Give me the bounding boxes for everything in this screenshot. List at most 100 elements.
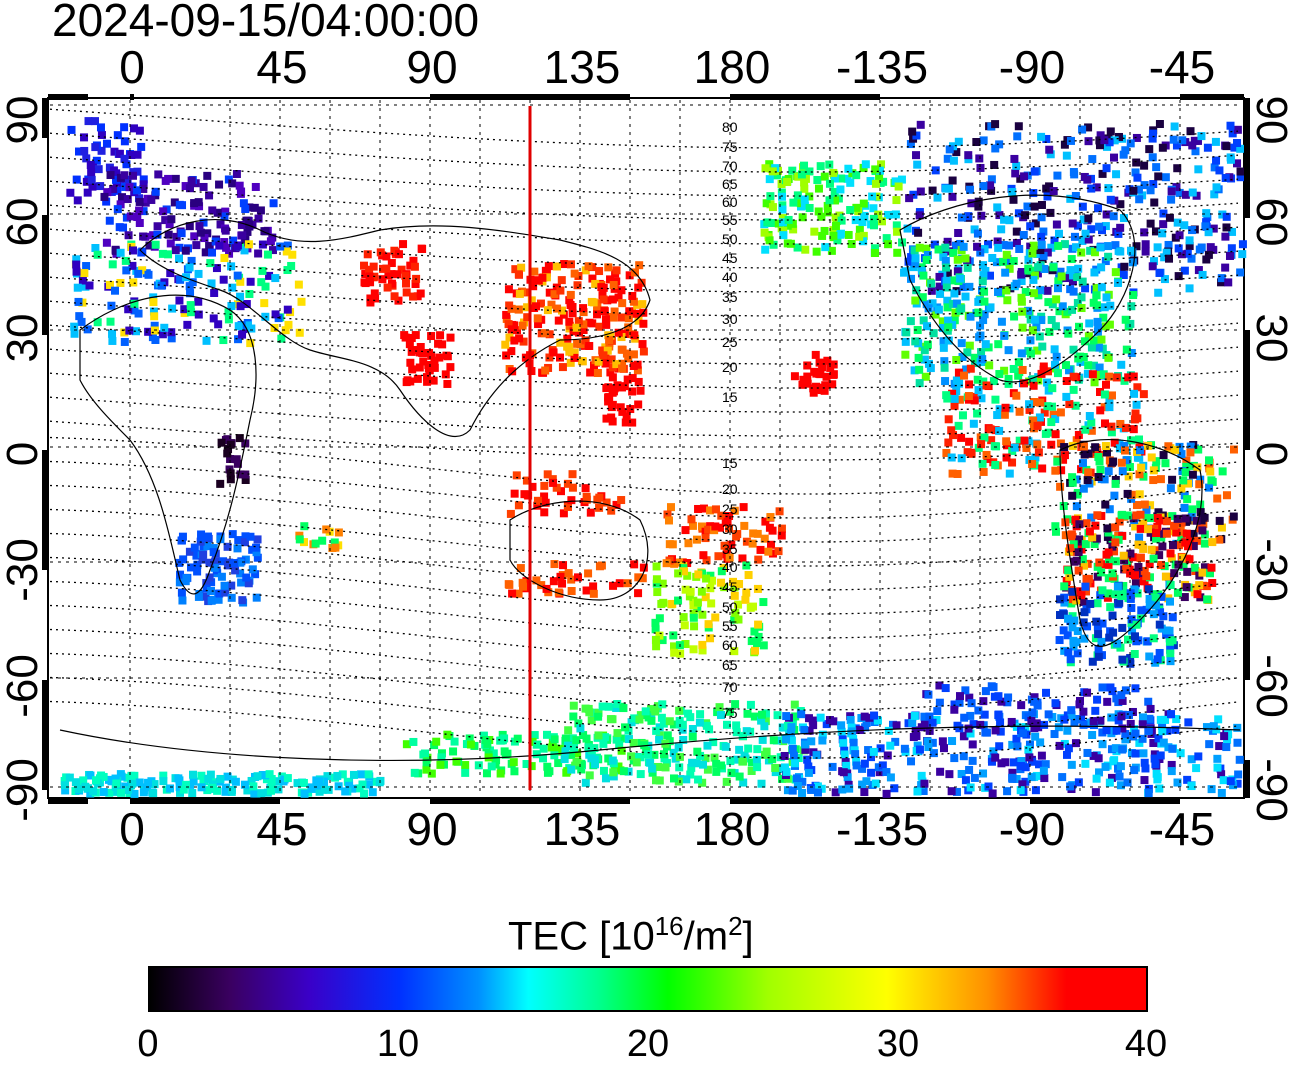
tec-patch xyxy=(1151,227,1160,236)
tec-patch xyxy=(185,547,194,556)
tec-patch xyxy=(1182,529,1191,538)
tec-patch xyxy=(166,269,175,278)
tec-patch xyxy=(1215,166,1224,175)
tec-patch xyxy=(120,123,129,132)
tec-patch xyxy=(564,502,573,511)
tec-patch xyxy=(1005,264,1014,273)
tec-patch xyxy=(804,768,813,777)
tec-patch xyxy=(1194,266,1203,275)
tec-patch xyxy=(256,206,265,215)
tec-patch xyxy=(1093,562,1102,571)
bottom-lon-tick: 90 xyxy=(406,803,458,855)
tec-patch xyxy=(1004,374,1013,383)
tec-patch xyxy=(933,707,942,716)
tec-patch xyxy=(1095,222,1104,231)
tec-patch xyxy=(117,772,126,781)
tec-patch xyxy=(991,120,1000,129)
tec-patch xyxy=(1186,448,1195,457)
tec-patch xyxy=(366,278,375,287)
tec-patch xyxy=(1222,223,1231,232)
tec-patch xyxy=(446,333,455,342)
tec-patch xyxy=(1136,553,1145,562)
tec-patch xyxy=(1170,569,1179,578)
tec-patch xyxy=(1208,538,1217,547)
tec-patch xyxy=(1159,738,1168,747)
tec-patch xyxy=(411,279,420,288)
tec-patch xyxy=(1153,775,1162,784)
tec-patch xyxy=(364,780,373,789)
tec-patch xyxy=(1126,139,1135,148)
tec-patch xyxy=(1206,467,1215,476)
tec-patch xyxy=(865,713,874,722)
tec-patch xyxy=(505,301,514,310)
tec-patch xyxy=(532,302,541,311)
tec-patch xyxy=(1055,307,1064,316)
tec-patch xyxy=(941,184,950,193)
tec-patch xyxy=(1196,508,1205,517)
tec-patch xyxy=(1132,620,1141,629)
tec-patch xyxy=(1126,654,1135,663)
tec-patch xyxy=(624,767,633,776)
tec-patch xyxy=(1037,213,1046,222)
tec-patch xyxy=(608,373,617,382)
tec-patch xyxy=(438,340,447,349)
tec-patch xyxy=(1024,264,1033,273)
tec-patch xyxy=(1222,212,1231,221)
tec-patch xyxy=(234,335,243,344)
tec-patch xyxy=(1186,127,1195,136)
tec-patch xyxy=(1226,155,1235,164)
tec-patch xyxy=(139,788,148,797)
tec-patch xyxy=(1077,248,1086,257)
tec-patch xyxy=(609,313,618,322)
tec-patch xyxy=(987,436,996,445)
tec-patch xyxy=(941,243,950,252)
tec-patch xyxy=(113,186,122,195)
tec-patch xyxy=(705,725,714,734)
tec-patch xyxy=(1078,459,1087,468)
tec-patch xyxy=(573,749,582,758)
tec-patch xyxy=(1152,457,1161,466)
tec-patch xyxy=(964,151,973,160)
tec-patch xyxy=(87,168,96,177)
tec-patch xyxy=(1081,229,1090,238)
tec-patch xyxy=(878,217,887,226)
tec-patch xyxy=(235,181,244,190)
tec-patch xyxy=(1167,187,1176,196)
tec-patch xyxy=(1100,403,1109,412)
tec-patch xyxy=(703,741,712,750)
tec-patch xyxy=(761,517,770,526)
tec-patch xyxy=(915,365,924,374)
tec-patch xyxy=(238,330,247,339)
tec-patch xyxy=(83,188,92,197)
tec-patch xyxy=(1150,198,1159,207)
tec-patch xyxy=(1012,238,1021,247)
tec-patch xyxy=(934,245,943,254)
tec-patch xyxy=(1140,776,1149,785)
tec-patch xyxy=(224,445,233,454)
tec-patch xyxy=(452,757,461,766)
tec-patch xyxy=(621,329,630,338)
tec-patch xyxy=(1217,770,1226,779)
tec-patch xyxy=(177,588,186,597)
tec-patch xyxy=(115,149,124,158)
tec-patch xyxy=(159,777,168,786)
tec-patch xyxy=(338,770,347,779)
tec-patch xyxy=(979,697,988,706)
tec-patch xyxy=(295,535,304,544)
tec-patch xyxy=(634,316,643,325)
tec-patch xyxy=(996,718,1005,727)
tec-patch xyxy=(959,752,968,761)
tec-patch xyxy=(226,455,235,464)
tec-patch xyxy=(935,282,944,291)
tec-patch xyxy=(1158,542,1167,551)
tec-patch xyxy=(67,125,76,134)
tec-patch xyxy=(1203,595,1212,604)
tec-patch xyxy=(1038,464,1047,473)
tec-patch xyxy=(597,561,606,570)
tec-patch xyxy=(636,770,645,779)
tec-patch xyxy=(1008,187,1017,196)
tec-patch xyxy=(1109,757,1118,766)
tec-patch xyxy=(202,579,211,588)
tec-patch xyxy=(402,288,411,297)
tec-patch xyxy=(727,540,736,549)
